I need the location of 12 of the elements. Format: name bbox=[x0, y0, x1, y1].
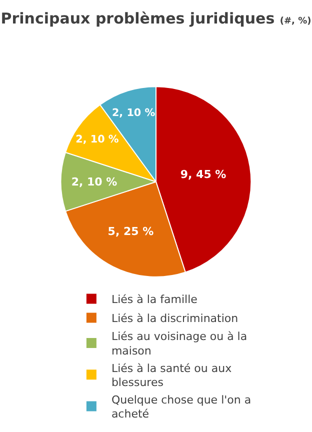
legend-label: Liés à la famille bbox=[111, 293, 198, 306]
chart-title: Principaux problèmes juridiques bbox=[0, 9, 275, 28]
legend-label: Liés à la santé ou aux blessures bbox=[111, 362, 232, 390]
data-label: 5, 25 % bbox=[108, 224, 154, 238]
legend-label: Liés à la discrimination bbox=[111, 312, 238, 326]
legend-label: Quelque chose que l'on a acheté bbox=[111, 393, 252, 421]
legend-label: Liés au voisinage ou à la maison bbox=[111, 330, 248, 358]
data-label: 2, 10 % bbox=[112, 106, 156, 119]
text: (#, %) bbox=[280, 16, 312, 26]
data-label: 2, 10 % bbox=[71, 175, 118, 188]
data-label: 9, 45 % bbox=[180, 168, 226, 181]
data-label: 2, 10 % bbox=[76, 133, 120, 146]
